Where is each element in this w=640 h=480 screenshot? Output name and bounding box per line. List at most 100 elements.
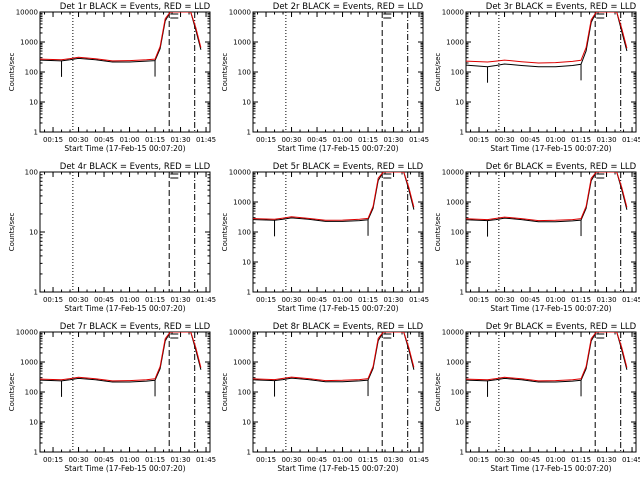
- y-tick-label: 1000: [233, 359, 251, 367]
- x-tick-label: 01:15: [571, 456, 591, 464]
- x-axis-label: Start Time (17-Feb-15 00:07:20): [490, 144, 611, 153]
- x-tick-label: 01:00: [119, 456, 139, 464]
- x-axis-label: Start Time (17-Feb-15 00:07:20): [64, 144, 185, 153]
- y-tick-label: 10: [455, 419, 464, 427]
- series-line-events: [466, 172, 628, 223]
- x-tick-label: 00:30: [68, 456, 88, 464]
- x-tick-label: 01:45: [196, 296, 216, 304]
- x-tick-label: 00:15: [256, 456, 276, 464]
- chart-title: Det 4r BLACK = Events, RED = LLD: [60, 162, 211, 172]
- x-tick-label: 01:00: [332, 456, 352, 464]
- x-axis-label: Start Time (17-Feb-15 00:07:20): [64, 304, 185, 313]
- series-line-events: [466, 332, 628, 383]
- chart-title: Det 9r BLACK = Events, RED = LLD: [486, 322, 637, 332]
- x-axis-label: Start Time (17-Feb-15 00:07:20): [277, 464, 398, 473]
- x-tick-label: 01:45: [622, 456, 640, 464]
- chart-panel: Det 2r BLACK = Events, RED = LLD 1 10 100 10…: [221, 2, 429, 153]
- x-tick-label: 00:45: [307, 136, 327, 144]
- y-tick-label: 100: [451, 229, 464, 237]
- x-tick-label: 01:00: [332, 296, 352, 304]
- y-tick-label: 100: [25, 69, 38, 77]
- y-tick-label: 1000: [446, 359, 464, 367]
- x-tick-label: 00:45: [520, 136, 540, 144]
- x-tick-label: 01:45: [409, 456, 429, 464]
- y-tick-label: 10000: [442, 329, 464, 337]
- x-tick-label: 01:30: [596, 456, 616, 464]
- chart-panel: Det 3r BLACK = Events, RED = LLD 1 10 100 10…: [434, 2, 640, 153]
- x-tick-label: 01:00: [545, 136, 565, 144]
- x-tick-label: 00:45: [94, 296, 114, 304]
- y-tick-label: 1: [34, 289, 38, 297]
- y-tick-label: 1: [460, 129, 464, 137]
- plot-frame: [39, 331, 211, 453]
- chart-panel: Det 4r BLACK = Events, RED = LLD 1 10 100 00…: [8, 162, 216, 313]
- x-tick-label: 00:15: [469, 136, 489, 144]
- chart-panel: Det 6r BLACK = Events, RED = LLD 1 10 100 10…: [434, 162, 640, 313]
- x-tick-label: 00:15: [256, 136, 276, 144]
- x-tick-label: 01:00: [119, 296, 139, 304]
- y-axis-label: Counts/sec: [221, 213, 229, 252]
- plot-frame: [252, 331, 424, 453]
- chart-panel: Det 8r BLACK = Events, RED = LLD 1 10 100 10…: [221, 322, 429, 473]
- x-tick-label: 00:30: [281, 456, 301, 464]
- series-line-events: [466, 12, 628, 68]
- y-axis-label: Counts/sec: [8, 213, 16, 252]
- x-tick-label: 01:45: [622, 296, 640, 304]
- x-tick-label: 00:30: [494, 136, 514, 144]
- x-tick-label: 00:15: [469, 456, 489, 464]
- x-tick-label: 01:15: [145, 456, 165, 464]
- y-tick-label: 10000: [229, 169, 251, 177]
- chart-title: Det 8r BLACK = Events, RED = LLD: [273, 322, 424, 332]
- x-tick-label: 01:15: [358, 136, 378, 144]
- y-tick-label: 10: [29, 419, 38, 427]
- y-axis-label: Counts/sec: [434, 53, 442, 92]
- y-tick-label: 100: [451, 69, 464, 77]
- y-tick-label: 10000: [229, 329, 251, 337]
- y-tick-label: 1000: [20, 39, 38, 47]
- chart-panel: Det 5r BLACK = Events, RED = LLD 1 10 100 10…: [221, 162, 429, 313]
- y-tick-label: 1: [34, 449, 38, 457]
- plot-frame: [465, 331, 637, 453]
- y-tick-label: 10: [242, 259, 251, 267]
- x-tick-label: 01:15: [571, 136, 591, 144]
- y-tick-label: 1000: [233, 199, 251, 207]
- chart-title: Det 6r BLACK = Events, RED = LLD: [486, 162, 637, 172]
- y-tick-label: 10: [29, 99, 38, 107]
- x-tick-label: 01:30: [383, 456, 403, 464]
- y-tick-label: 1000: [20, 359, 38, 367]
- y-tick-label: 100: [238, 69, 251, 77]
- x-axis-label: Start Time (17-Feb-15 00:07:20): [64, 464, 185, 473]
- y-tick-label: 10000: [16, 329, 38, 337]
- x-tick-label: 01:45: [196, 136, 216, 144]
- y-tick-label: 1000: [446, 39, 464, 47]
- x-tick-label: 01:30: [170, 296, 190, 304]
- y-tick-label: 10000: [16, 9, 38, 17]
- y-axis-label: Counts/sec: [221, 53, 229, 92]
- x-axis-label: Start Time (17-Feb-15 00:07:20): [277, 304, 398, 313]
- x-tick-label: 01:30: [170, 456, 190, 464]
- x-tick-label: 00:15: [43, 456, 63, 464]
- x-tick-label: 01:30: [596, 136, 616, 144]
- x-tick-label: 01:15: [145, 296, 165, 304]
- x-tick-label: 00:15: [256, 296, 276, 304]
- series-line-lld: [253, 172, 415, 221]
- y-tick-label: 10: [242, 419, 251, 427]
- x-tick-label: 00:45: [94, 136, 114, 144]
- plot-frame: [465, 11, 637, 133]
- y-tick-label: 100: [238, 229, 251, 237]
- y-tick-label: 10: [455, 99, 464, 107]
- y-tick-label: 1: [247, 449, 251, 457]
- y-axis-label: Counts/sec: [8, 53, 16, 92]
- y-tick-label: 1000: [446, 199, 464, 207]
- chart-title: Det 2r BLACK = Events, RED = LLD: [273, 2, 424, 12]
- y-tick-label: 100: [451, 389, 464, 397]
- plot-frame: [252, 11, 424, 133]
- x-tick-label: 00:45: [94, 456, 114, 464]
- x-tick-label: 01:15: [358, 296, 378, 304]
- plot-frame: [39, 11, 211, 133]
- y-tick-label: 100: [238, 389, 251, 397]
- chart-title: Det 3r BLACK = Events, RED = LLD: [486, 2, 637, 12]
- y-tick-label: 1: [247, 129, 251, 137]
- series-line-lld: [253, 332, 415, 382]
